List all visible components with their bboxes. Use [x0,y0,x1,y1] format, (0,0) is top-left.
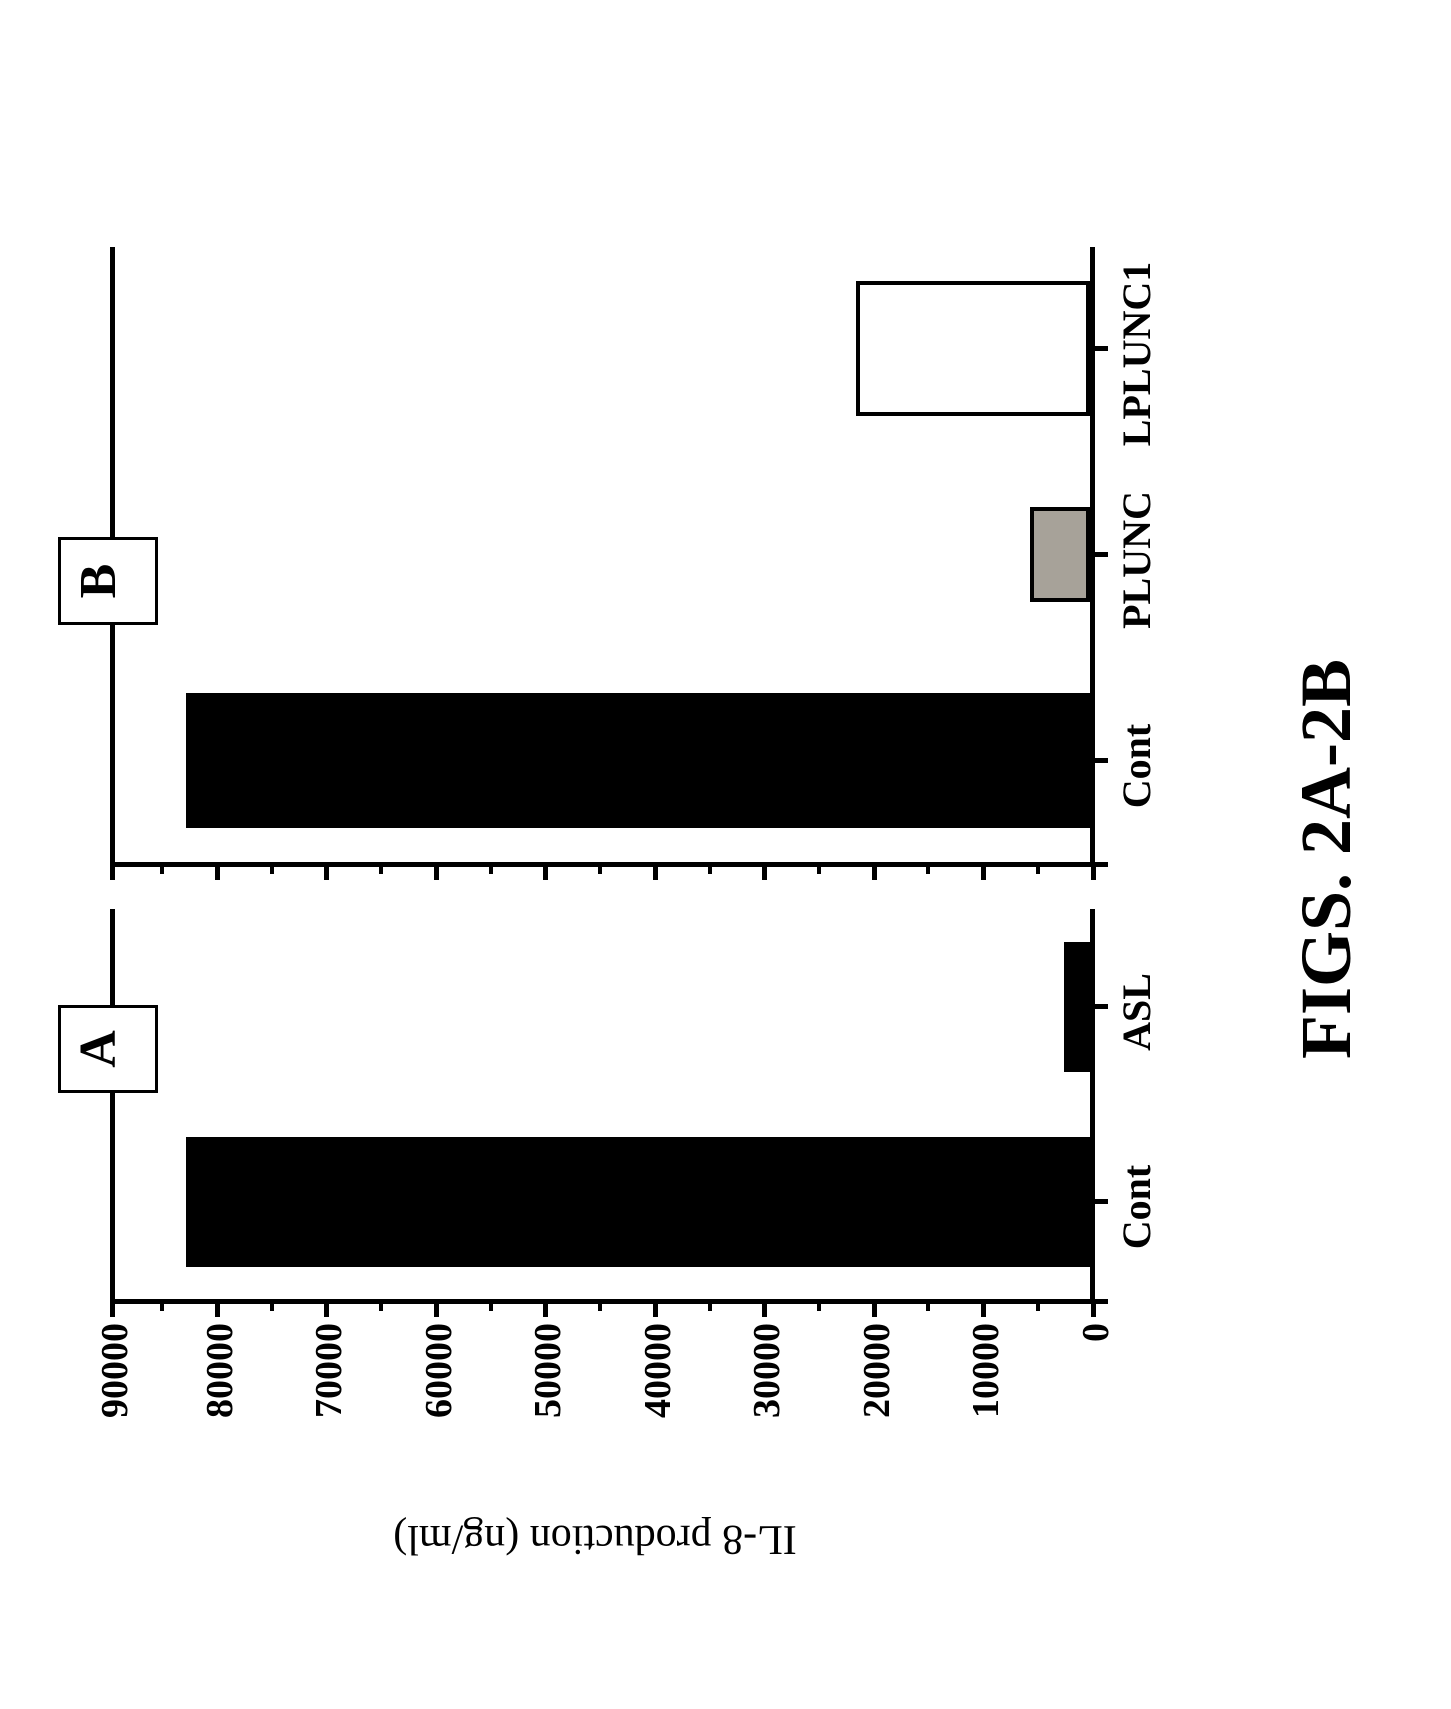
plot-area-a: 0 10000 20000 30000 40000 50000 60000 70… [110,909,1095,1304]
bar-b-plunc [1030,507,1090,602]
bar-a-asl [1064,942,1090,1072]
xtick-label: PLUNC [1113,491,1160,629]
plot-area-b [110,247,1095,867]
ytick-label: 0 [1074,1323,1118,1342]
y-axis-label: IL-8 production (ng/ml) [393,1515,797,1563]
chart-panel-a: 0 10000 20000 30000 40000 50000 60000 70… [110,909,1095,1304]
rotated-canvas: IL-8 production (ng/ml) 0 10000 20000 30… [0,0,1451,1709]
chart-panel-b: Cont PLUNC LPLUNC1 [110,247,1095,867]
bar-a-cont [186,1137,1090,1267]
ytick-label: 30000 [745,1323,789,1418]
bar-b-lplunc1 [856,281,1090,416]
xtick-label: Cont [1113,724,1160,808]
xtick-label: LPLUNC1 [1113,262,1160,446]
ytick-label: 70000 [307,1323,351,1418]
ytick-label: 10000 [964,1323,1008,1418]
panel-label-b: B [58,537,158,625]
ytick-label: 60000 [417,1323,461,1418]
figure-caption: FIGS. 2A-2B [1285,659,1368,1059]
panel-label-a: A [58,1005,158,1093]
xtick-label: ASL [1113,973,1160,1051]
xtick-label: Cont [1113,1165,1160,1249]
ytick-label: 20000 [855,1323,899,1418]
ytick-label: 90000 [93,1323,137,1418]
ytick-label: 40000 [636,1323,680,1418]
ytick-label: 50000 [526,1323,570,1418]
bar-b-cont [186,693,1090,828]
ytick-label: 80000 [198,1323,242,1418]
